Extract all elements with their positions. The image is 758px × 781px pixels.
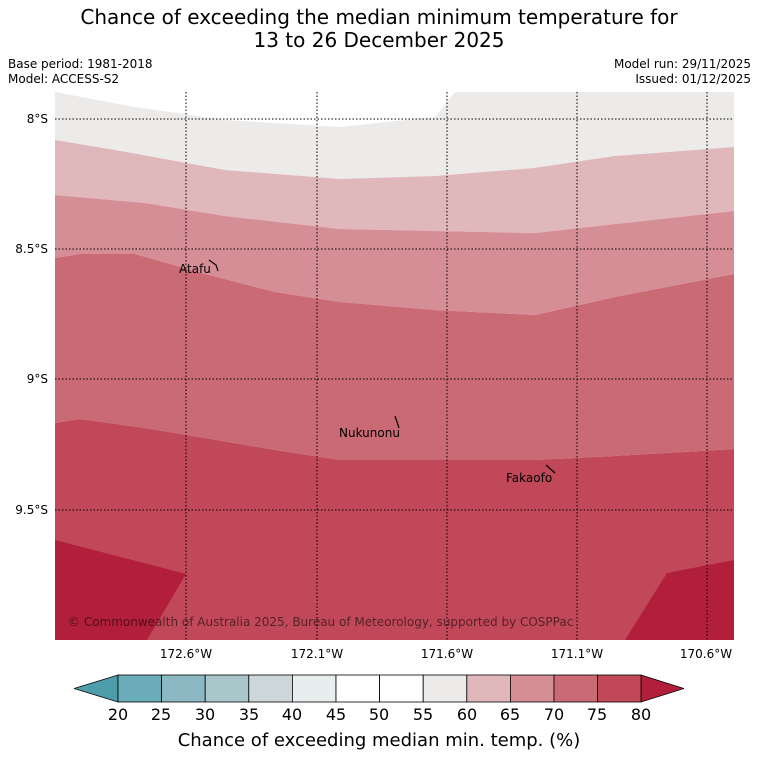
- lat-label-9s: 9°S: [26, 372, 48, 386]
- colorbar-tick-50: 50: [368, 705, 390, 724]
- model-run: Model run: 29/11/2025: [613, 57, 751, 71]
- colorbar-over-arrow: [640, 674, 684, 703]
- colorbar-tick-20: 20: [107, 705, 129, 724]
- place-label-nukunonu[interactable]: Nukunonu: [339, 426, 400, 440]
- colorbar-swatch-35-40: [248, 674, 293, 703]
- band-70-75: [55, 254, 734, 460]
- title-line-1: Chance of exceeding the median minimum t…: [80, 5, 678, 29]
- colorbar-swatch-60-65: [466, 674, 511, 703]
- band-65-70: [55, 195, 734, 315]
- colorbar: [74, 674, 684, 703]
- lon-label-171-1w: 171.1°W: [550, 647, 604, 661]
- lon-label-171-6w: 171.6°W: [420, 647, 474, 661]
- colorbar-tick-25: 25: [150, 705, 172, 724]
- colorbar-tick-80: 80: [630, 705, 652, 724]
- title-line-2: 13 to 26 December 2025: [253, 28, 505, 52]
- colorbar-tick-40: 40: [281, 705, 303, 724]
- atoll-fakaofo: [545, 464, 556, 474]
- atoll-atafu: [208, 259, 219, 272]
- colorbar-tick-65: 65: [499, 705, 521, 724]
- place-label-fakaofo[interactable]: Fakaofo: [506, 471, 552, 485]
- colorbar-swatch-40-45: [291, 674, 337, 703]
- colorbar-tick-75: 75: [586, 705, 608, 724]
- place-label-atafu[interactable]: Atafu: [179, 262, 211, 276]
- band-over-80-left: [55, 540, 186, 640]
- lat-label-8-5s: 8.5°S: [15, 242, 48, 256]
- colorbar-swatch-25-30: [161, 674, 206, 703]
- colorbar-swatches: [117, 674, 642, 703]
- colorbar-tick-30: 30: [194, 705, 216, 724]
- copyright-notice: © Commonwealth of Australia 2025, Bureau…: [68, 615, 573, 629]
- band-light-grey: [55, 92, 734, 179]
- colorbar-label: Chance of exceeding median min. temp. (%…: [177, 730, 581, 751]
- atolls: [208, 259, 556, 474]
- lon-label-170-6w: 170.6°W: [679, 647, 733, 661]
- colorbar-swatch-75-80: [597, 674, 642, 703]
- graticule: [55, 92, 734, 640]
- metadata-left: Base period: 1981-2018 Model: ACCESS-S2: [8, 57, 153, 87]
- colorbar-tick-35: 35: [238, 705, 260, 724]
- issued-date: Issued: 01/12/2025: [635, 72, 751, 86]
- colorbar-swatch-45-50: [335, 674, 380, 703]
- colorbar-swatch-70-75: [553, 674, 598, 703]
- forecast-map[interactable]: Atafu Nukunonu Fakaofo © Commonwealth of…: [55, 92, 734, 640]
- model-name: Model: ACCESS-S2: [8, 72, 120, 86]
- colorbar-tick-45: 45: [325, 705, 347, 724]
- lon-label-172-6w: 172.6°W: [159, 647, 213, 661]
- colorbar-swatch-50-55: [379, 674, 424, 703]
- colorbar-tick-55: 55: [412, 705, 434, 724]
- lat-label-9-5s: 9.5°S: [15, 503, 48, 517]
- colorbar-swatch-55-60: [422, 674, 468, 703]
- colorbar-under-arrow: [74, 674, 119, 703]
- lat-label-8s: 8°S: [26, 112, 48, 126]
- colorbar-tick-70: 70: [543, 705, 565, 724]
- band-60-65: [55, 140, 734, 233]
- band-75-80: [55, 419, 734, 640]
- colorbar-swatch-30-35: [204, 674, 250, 703]
- atoll-nukunonu: [394, 415, 400, 429]
- map-title: Chance of exceeding the median minimum t…: [0, 6, 758, 52]
- metadata-right: Model run: 29/11/2025 Issued: 01/12/2025: [614, 57, 751, 87]
- lon-label-172-1w: 172.1°W: [290, 647, 344, 661]
- colorbar-swatch-20-25: [117, 674, 162, 703]
- colorbar-swatch-65-70: [509, 674, 555, 703]
- colorbar-tick-60: 60: [456, 705, 478, 724]
- base-period: Base period: 1981-2018: [8, 57, 153, 71]
